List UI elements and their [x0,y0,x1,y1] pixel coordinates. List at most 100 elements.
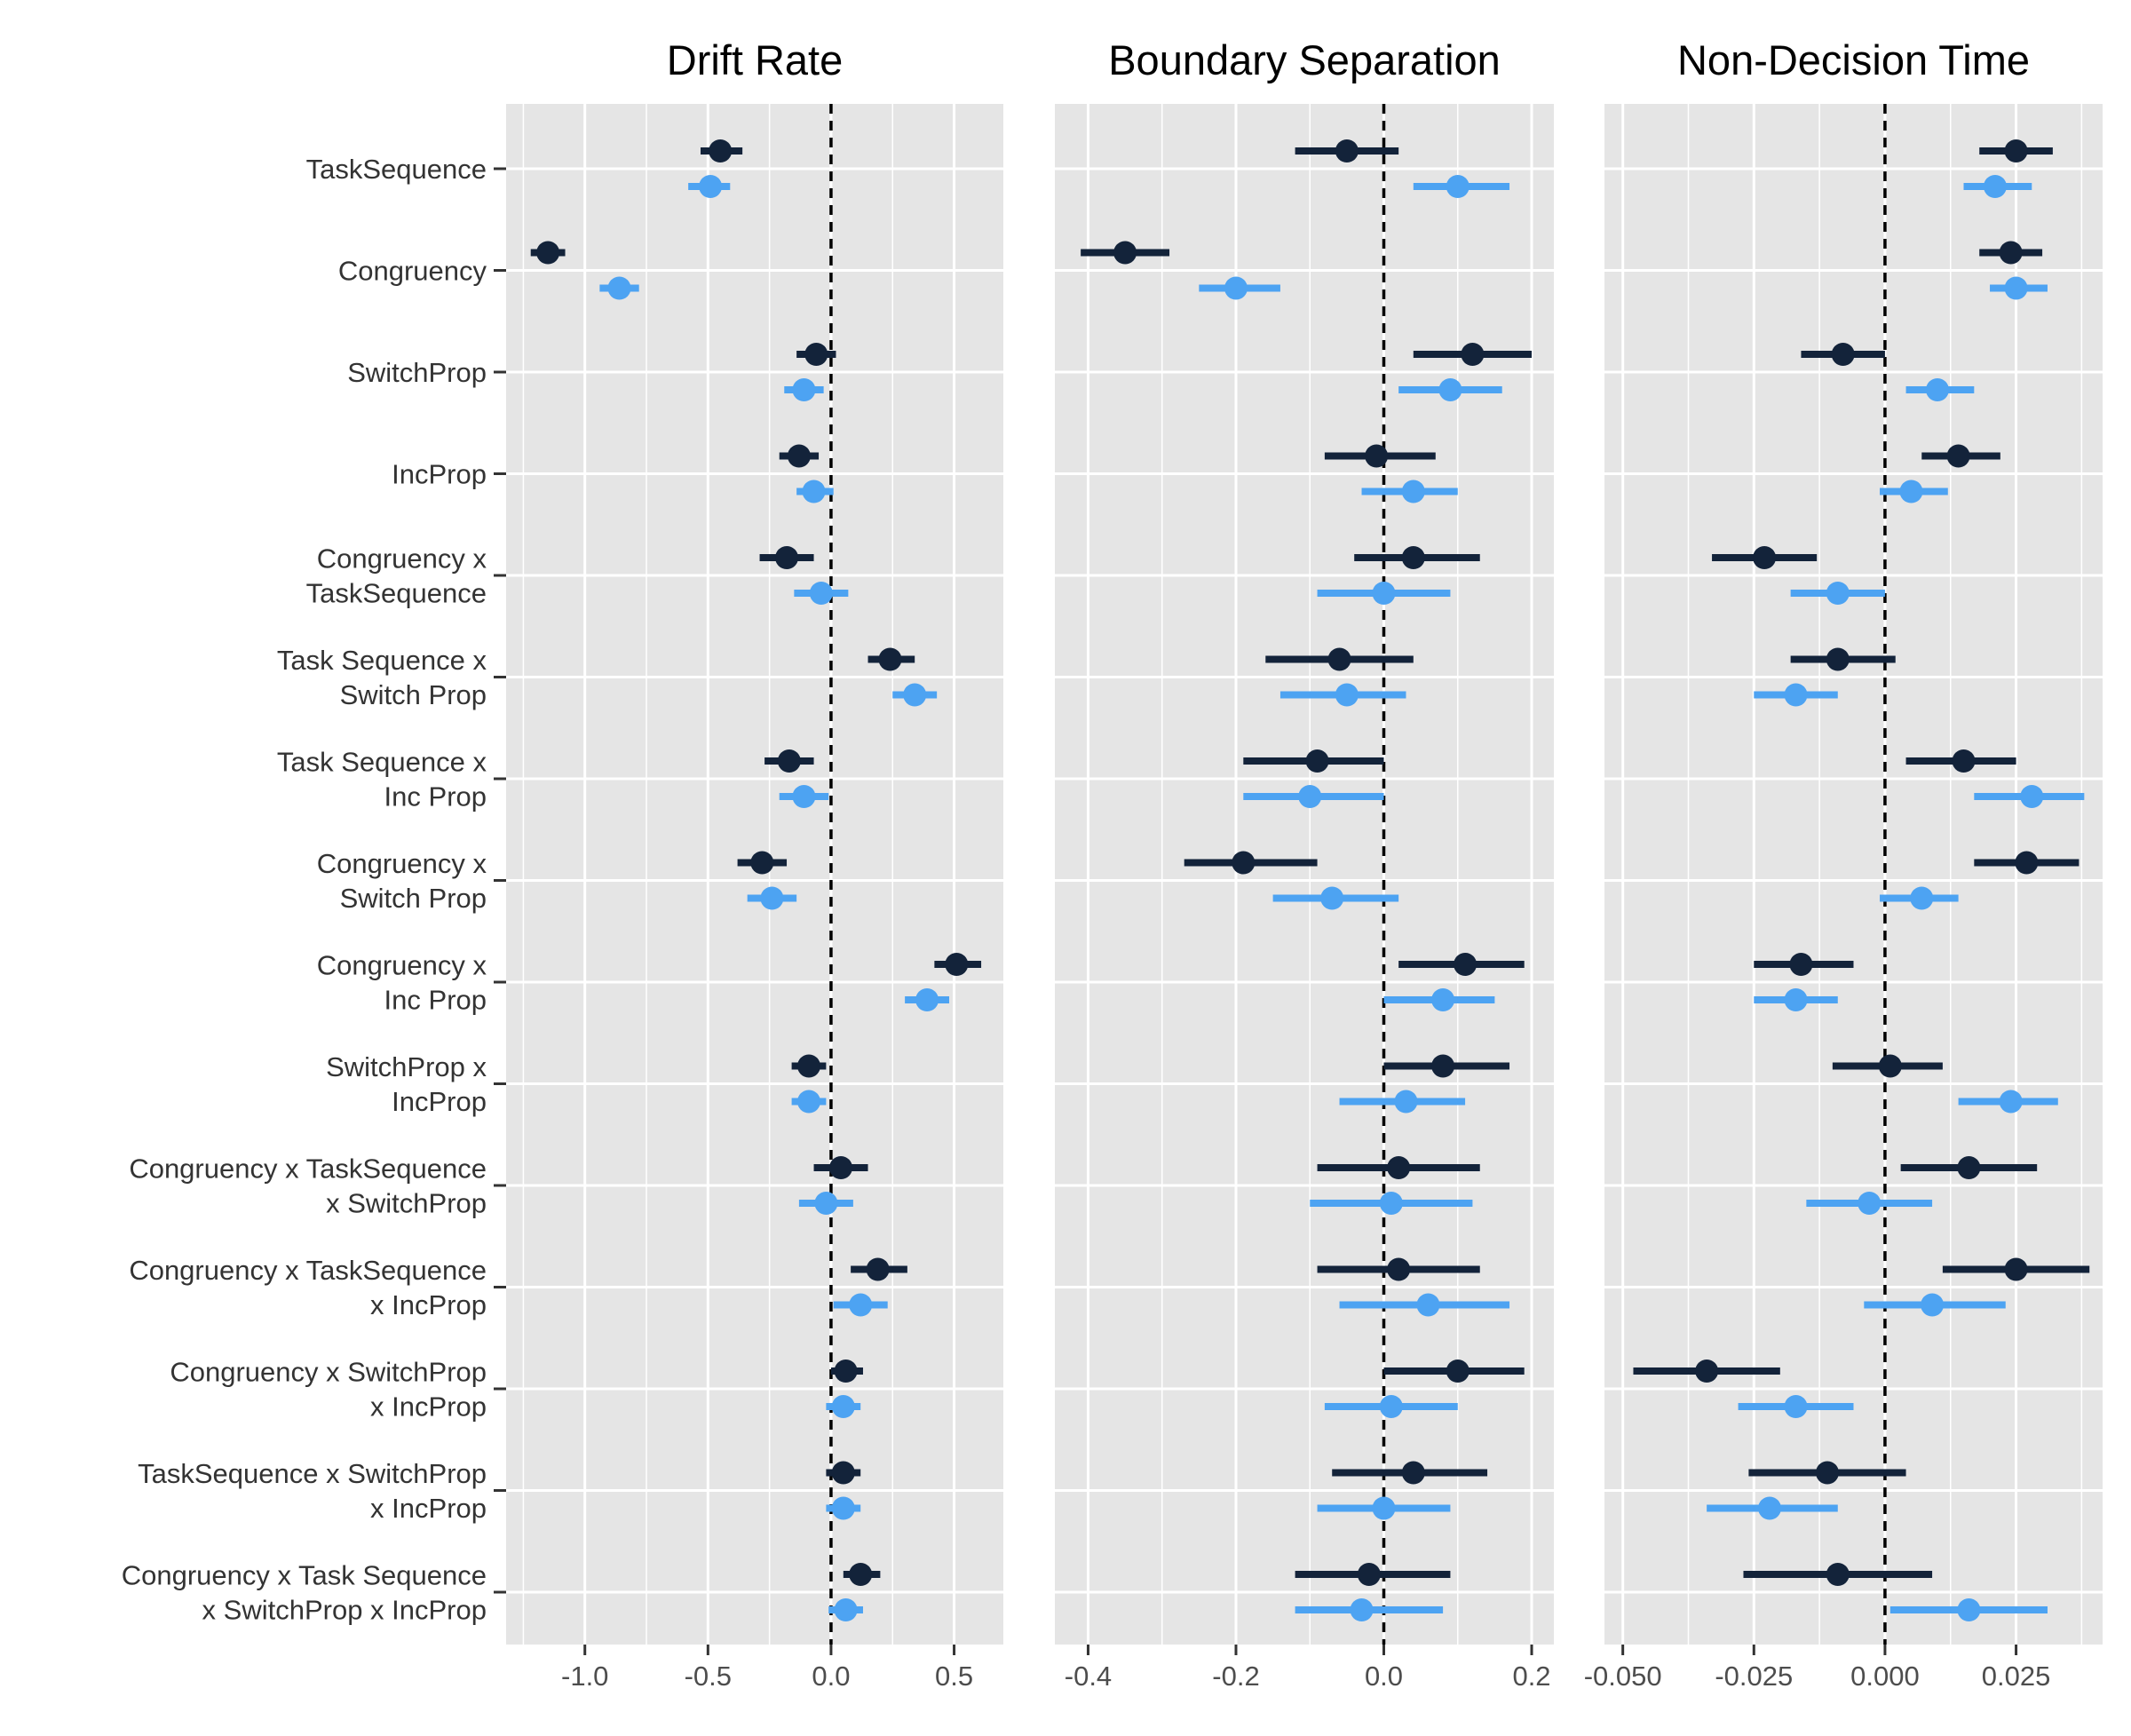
estimate-point [1910,886,1934,910]
estimate-point [1438,378,1462,401]
term-label: IncProp [392,459,487,490]
estimate-point [1784,988,1808,1011]
estimate-point [2004,139,2028,163]
estimate-point [809,582,833,605]
estimate-point [1957,1156,1981,1179]
estimate-point [1224,276,1248,300]
estimate-point [796,1090,820,1114]
estimate-point [1695,1359,1719,1383]
estimate-point [1357,1563,1381,1586]
estimate-point [1372,582,1396,605]
term-label: Switch Prop [340,883,487,914]
estimate-point [1826,1563,1850,1586]
estimate-point [777,749,801,773]
term-label: Congruency x TaskSequence [129,1153,487,1185]
x-tick-label: 0.5 [935,1661,973,1692]
term-label: Task Sequence x [277,747,487,778]
estimate-point [750,851,774,875]
term-label: TaskSequence [306,154,487,185]
term-label: Congruency x [317,848,487,879]
term-label: x IncProp [370,1493,487,1524]
term-label: x IncProp [370,1391,487,1423]
estimate-point [1431,988,1455,1011]
term-label: Congruency x TaskSequence [129,1255,487,1286]
estimate-point [1758,1496,1782,1520]
panel-background [1604,104,2103,1645]
term-label: Inc Prop [384,985,487,1016]
estimate-point [760,886,784,910]
estimate-point [1320,886,1344,910]
estimate-point [1394,1090,1418,1114]
panel-title: Non-Decision Time [1677,36,2030,83]
estimate-point [2004,276,2028,300]
x-tick-label: -1.0 [561,1661,608,1692]
estimate-point [1372,1496,1396,1520]
estimate-point [915,988,939,1011]
panel-background [506,104,1003,1645]
x-tick-label: 0.000 [1850,1661,1920,1692]
x-tick-label: 0.0 [812,1661,850,1692]
estimate-point [1305,749,1329,773]
x-tick-label: -0.050 [1584,1661,1662,1692]
estimate-point [1431,1054,1455,1078]
estimate-point [1113,241,1137,265]
estimate-point [1878,1054,1902,1078]
estimate-point [1983,175,2007,198]
estimate-point [1784,1395,1808,1418]
term-label: SwitchProp [347,357,487,388]
term-label: Task Sequence x [277,645,487,676]
estimate-point [536,241,560,265]
estimate-point [709,139,733,163]
estimate-point [1401,1461,1425,1485]
estimate-point [1416,1293,1440,1317]
estimate-point [2015,851,2039,875]
term-label: TaskSequence [306,578,487,609]
estimate-point [1232,851,1256,875]
estimate-point [1327,647,1351,671]
term-label: IncProp [392,1086,487,1117]
estimate-point [796,1054,820,1078]
estimate-point [834,1598,858,1621]
estimate-point [1815,1461,1839,1485]
term-label: x IncProp [370,1289,487,1320]
estimate-point [829,1156,853,1179]
estimate-point [878,647,902,671]
estimate-point [2020,785,2044,808]
estimate-point [775,546,799,569]
estimate-point [792,378,816,401]
estimate-point [699,175,723,198]
estimate-point [1335,683,1359,707]
estimate-point [831,1496,855,1520]
estimate-point [787,444,811,468]
estimate-point [1957,1598,1981,1621]
estimate-point [1999,1090,2023,1114]
term-label: Congruency [338,256,487,287]
estimate-point [1335,139,1359,163]
x-tick-label: 0.2 [1512,1661,1550,1692]
estimate-point [1999,241,2023,265]
estimate-point [945,953,969,976]
estimate-point [1379,1395,1403,1418]
term-label: x SwitchProp [326,1188,487,1219]
term-label: Switch Prop [340,679,487,710]
estimate-point [1831,343,1855,366]
estimate-point [831,1461,855,1485]
estimate-point [1298,785,1322,808]
estimate-point [607,276,631,300]
estimate-point [831,1395,855,1418]
estimate-point [814,1192,838,1215]
term-label: x SwitchProp x IncProp [202,1595,487,1626]
term-label: Inc Prop [384,781,487,813]
estimate-point [1461,343,1485,366]
estimate-point [792,785,816,808]
panel-title: Boundary Separation [1108,36,1501,83]
estimate-point [1401,480,1425,503]
estimate-point [1789,953,1813,976]
estimate-point [1454,953,1477,976]
panel-background [1055,104,1554,1645]
estimate-point [1826,647,1850,671]
estimate-point [804,343,828,366]
estimate-point [849,1293,873,1317]
term-label: Congruency x [317,543,487,575]
